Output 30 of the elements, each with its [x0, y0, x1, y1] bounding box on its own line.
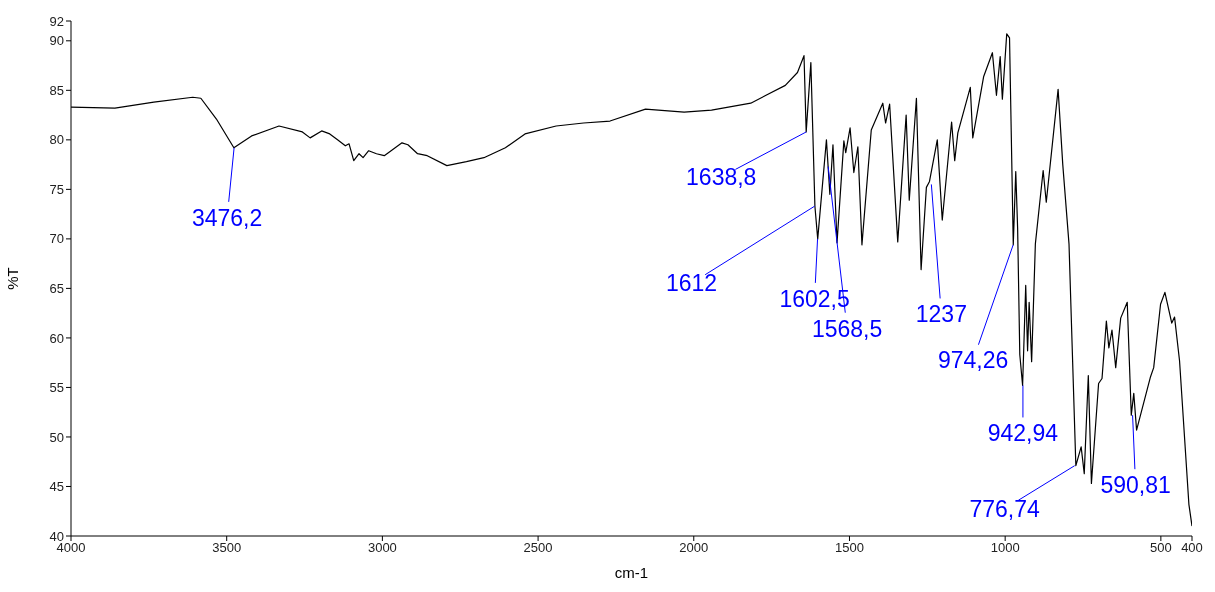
y-tick-label: 50: [49, 429, 64, 445]
x-tick-label: 2500: [523, 540, 553, 556]
annotation: 1237: [915, 301, 967, 328]
annotation: 942,94: [987, 420, 1059, 447]
y-tick-label: 70: [49, 231, 64, 247]
x-tick-label: 2000: [679, 540, 709, 556]
y-tick-label: 92: [49, 13, 64, 29]
x-tick-label: 1000: [990, 540, 1020, 556]
x-tick-label: 500: [1150, 540, 1172, 556]
y-tick-label: 85: [49, 82, 64, 98]
y-tick-label: 55: [49, 380, 64, 396]
x-axis-title: cm-1: [614, 564, 649, 581]
y-tick-label: 45: [49, 479, 64, 495]
annotation: 1612: [666, 270, 718, 297]
y-tick-label: 80: [49, 132, 64, 148]
y-axis-title: %T: [4, 267, 22, 290]
annotation: 1638,8: [686, 163, 757, 190]
annotation: 3476,2: [191, 204, 263, 231]
x-tick-label: 1500: [835, 540, 864, 556]
annotation: 1568,5: [811, 315, 883, 342]
annotation: 974,26: [938, 346, 1009, 373]
x-tick-label: 3500: [212, 540, 242, 556]
annotation: 776,74: [969, 495, 1041, 522]
x-tick-label: 400: [1181, 540, 1203, 556]
y-tick-label: 75: [49, 181, 64, 197]
annotation: 590,81: [1100, 472, 1171, 499]
y-tick-label: 60: [49, 330, 64, 346]
y-tick-label: 90: [49, 33, 64, 49]
y-tick-label: 65: [49, 281, 64, 297]
x-tick-label: 3000: [367, 540, 397, 556]
